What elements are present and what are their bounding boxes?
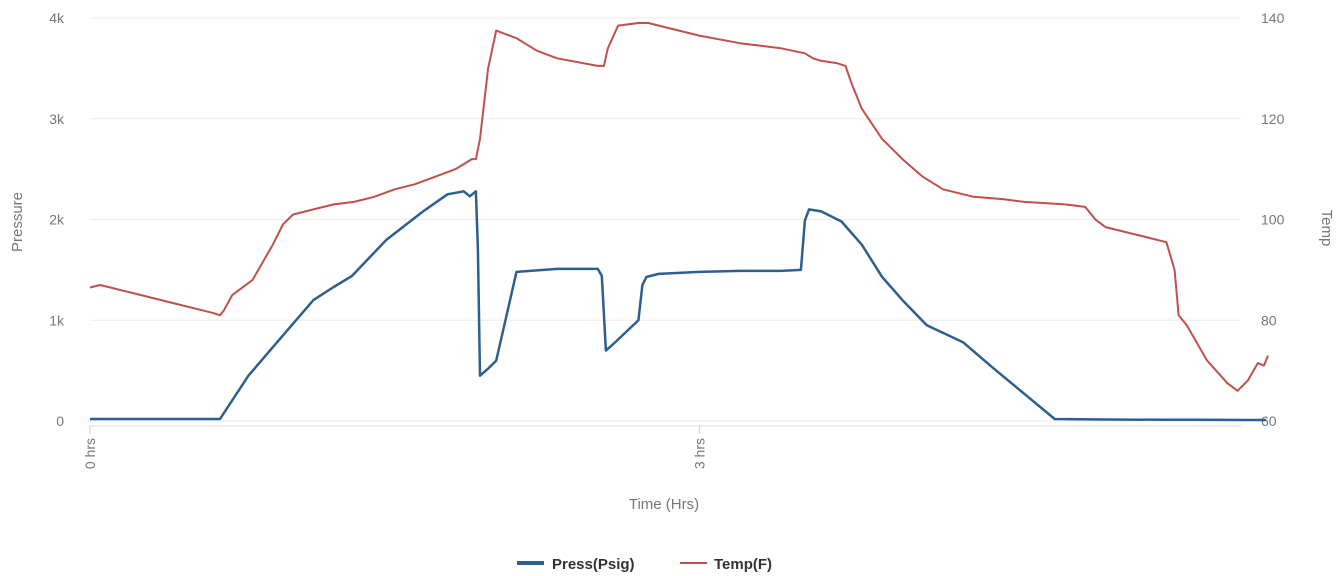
y-axis-left-title: Pressure: [9, 192, 26, 252]
y-left-tick-label: 3k: [49, 111, 65, 127]
series-lines: [89, 22, 1269, 422]
series-line-press: [90, 190, 1266, 422]
legend: Press(Psig) Temp(F): [517, 556, 772, 573]
y-axis-right-title: Temp: [1318, 210, 1335, 247]
legend-label-press: Press(Psig): [552, 556, 635, 573]
y-right-tick-label: 140: [1261, 10, 1285, 26]
series-line-temp: [89, 22, 1269, 392]
y-left-tick-label: 2k: [49, 212, 65, 228]
y-left-tick-label: 4k: [49, 10, 65, 26]
axes: 0 1k 2k 3k 4k 60 80 100 120 140 0 hrs 3 hrs: [49, 10, 1284, 469]
y-right-tick-label: 80: [1261, 312, 1277, 328]
y-left-tick-label: 0: [56, 413, 64, 429]
y-left-tick-label: 1k: [49, 312, 65, 328]
y-right-tick-label: 60: [1261, 413, 1277, 429]
x-tick-label: 3 hrs: [691, 438, 707, 469]
legend-label-temp: Temp(F): [714, 556, 772, 573]
x-tick-label: 0 hrs: [82, 438, 98, 469]
grid-lines: [90, 17, 1241, 422]
x-axis-title: Time (Hrs): [629, 496, 699, 513]
y-right-tick-label: 100: [1261, 212, 1285, 228]
y-right-tick-label: 120: [1261, 111, 1285, 127]
